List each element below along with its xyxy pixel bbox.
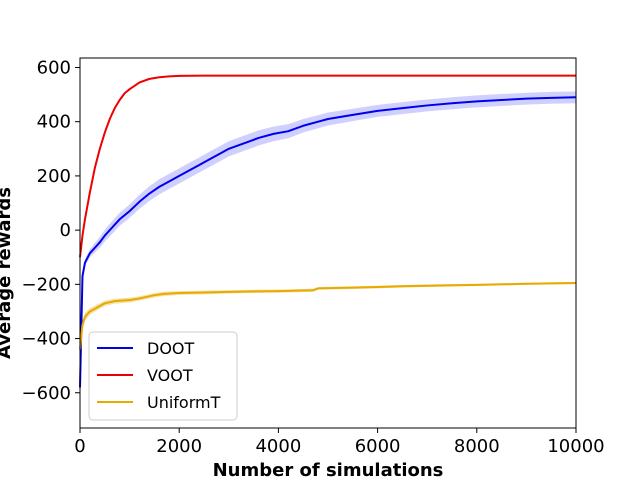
x-axis-label: Number of simulations [213,460,444,480]
y-tick-label: −600 [22,383,71,404]
x-tick-label: 8000 [454,436,500,457]
y-tick-label: 400 [37,112,71,133]
x-tick-label: 10000 [547,436,604,457]
legend-box [88,331,238,421]
x-tick-label: 6000 [355,436,401,457]
series-lines [79,74,577,388]
line-doot [79,96,577,388]
line-uniformt [79,281,577,350]
x-tick-label: 0 [74,436,85,457]
band-doot [80,91,576,388]
y-tick-label: 200 [37,166,71,187]
y-axis-ticks: −600 −400 −200 0 200 400 600 [22,57,80,404]
legend-label-uniformt: UniformT [147,393,221,412]
y-tick-label: −400 [22,329,71,350]
x-tick-label: 2000 [156,436,202,457]
legend: DOOT VOOT UniformT [88,331,238,421]
x-axis-ticks: 0 2000 4000 6000 8000 10000 [74,428,605,457]
y-tick-label: 600 [37,57,71,78]
legend-label-voot: VOOT [147,366,193,385]
confidence-bands [80,91,576,388]
x-tick-label: 4000 [255,436,301,457]
y-tick-label: −200 [22,274,71,295]
y-tick-label: 0 [60,220,71,241]
y-axis-label: Average rewards [0,187,15,359]
legend-label-doot: DOOT [147,339,195,358]
line-voot [79,74,576,258]
plot-frame [79,57,577,429]
